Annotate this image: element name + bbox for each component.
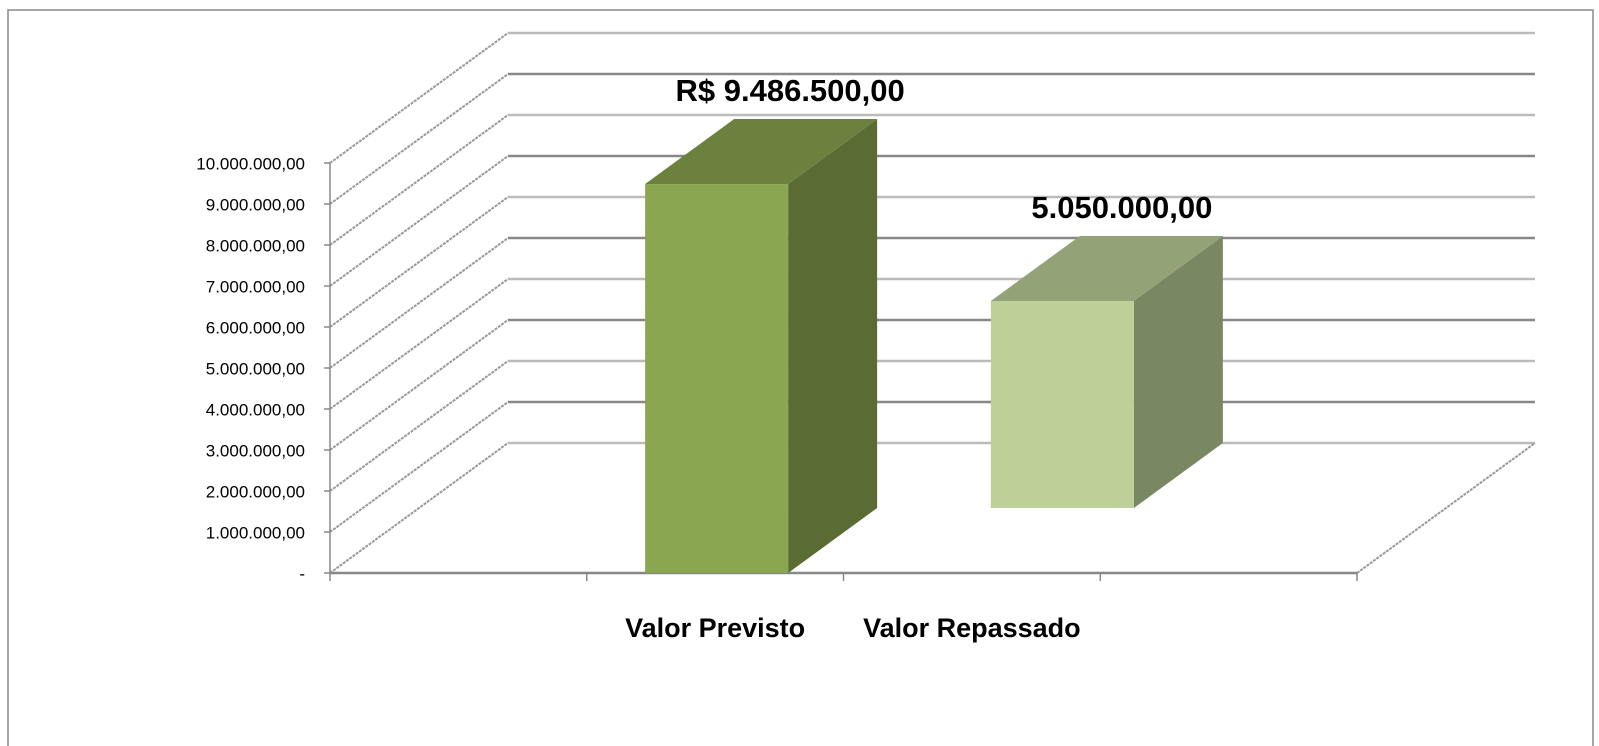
side-grid-line: [329, 442, 509, 574]
y-tick-label: 5.000.000,00: [206, 359, 305, 378]
bar: [990, 300, 1134, 508]
side-grid-line: [329, 155, 509, 287]
y-tick-label: 1.000.000,00: [206, 523, 305, 542]
y-tick-label: 6.000.000,00: [206, 318, 305, 337]
y-tick-label: 3.000.000,00: [206, 441, 305, 460]
y-tick-label: 4.000.000,00: [206, 400, 305, 419]
side-grid-line: [329, 401, 509, 533]
side-grid-line: [329, 73, 509, 205]
y-tick-label: -: [299, 564, 305, 583]
bar-top: [645, 119, 878, 185]
y-tick-label: 9.000.000,00: [206, 195, 305, 214]
bar-side: [788, 119, 878, 573]
bar-side: [1133, 235, 1223, 508]
value-label: R$ 9.486.500,00: [676, 73, 905, 108]
y-tick-label: 10.000.000,00: [196, 154, 305, 173]
chart-frame: [7, 9, 1594, 746]
y-tick-label: 7.000.000,00: [206, 277, 305, 296]
side-grid-line: [329, 360, 509, 492]
side-grid-line: [329, 319, 509, 451]
side-grid-line: [329, 237, 509, 369]
floor-right-edge: [1356, 442, 1536, 574]
bar-top: [990, 235, 1223, 301]
x-tick-label: Valor Repassado: [863, 613, 1081, 643]
side-grid-line: [329, 32, 509, 164]
bar: [645, 184, 789, 573]
x-tick-label: Valor Previsto: [625, 613, 805, 643]
y-tick-label: 8.000.000,00: [206, 236, 305, 255]
side-grid-line: [329, 114, 509, 246]
side-grid-line: [329, 278, 509, 410]
value-label: 5.050.000,00: [1031, 190, 1212, 225]
y-tick-label: 2.000.000,00: [206, 482, 305, 501]
side-grid-line: [329, 196, 509, 328]
